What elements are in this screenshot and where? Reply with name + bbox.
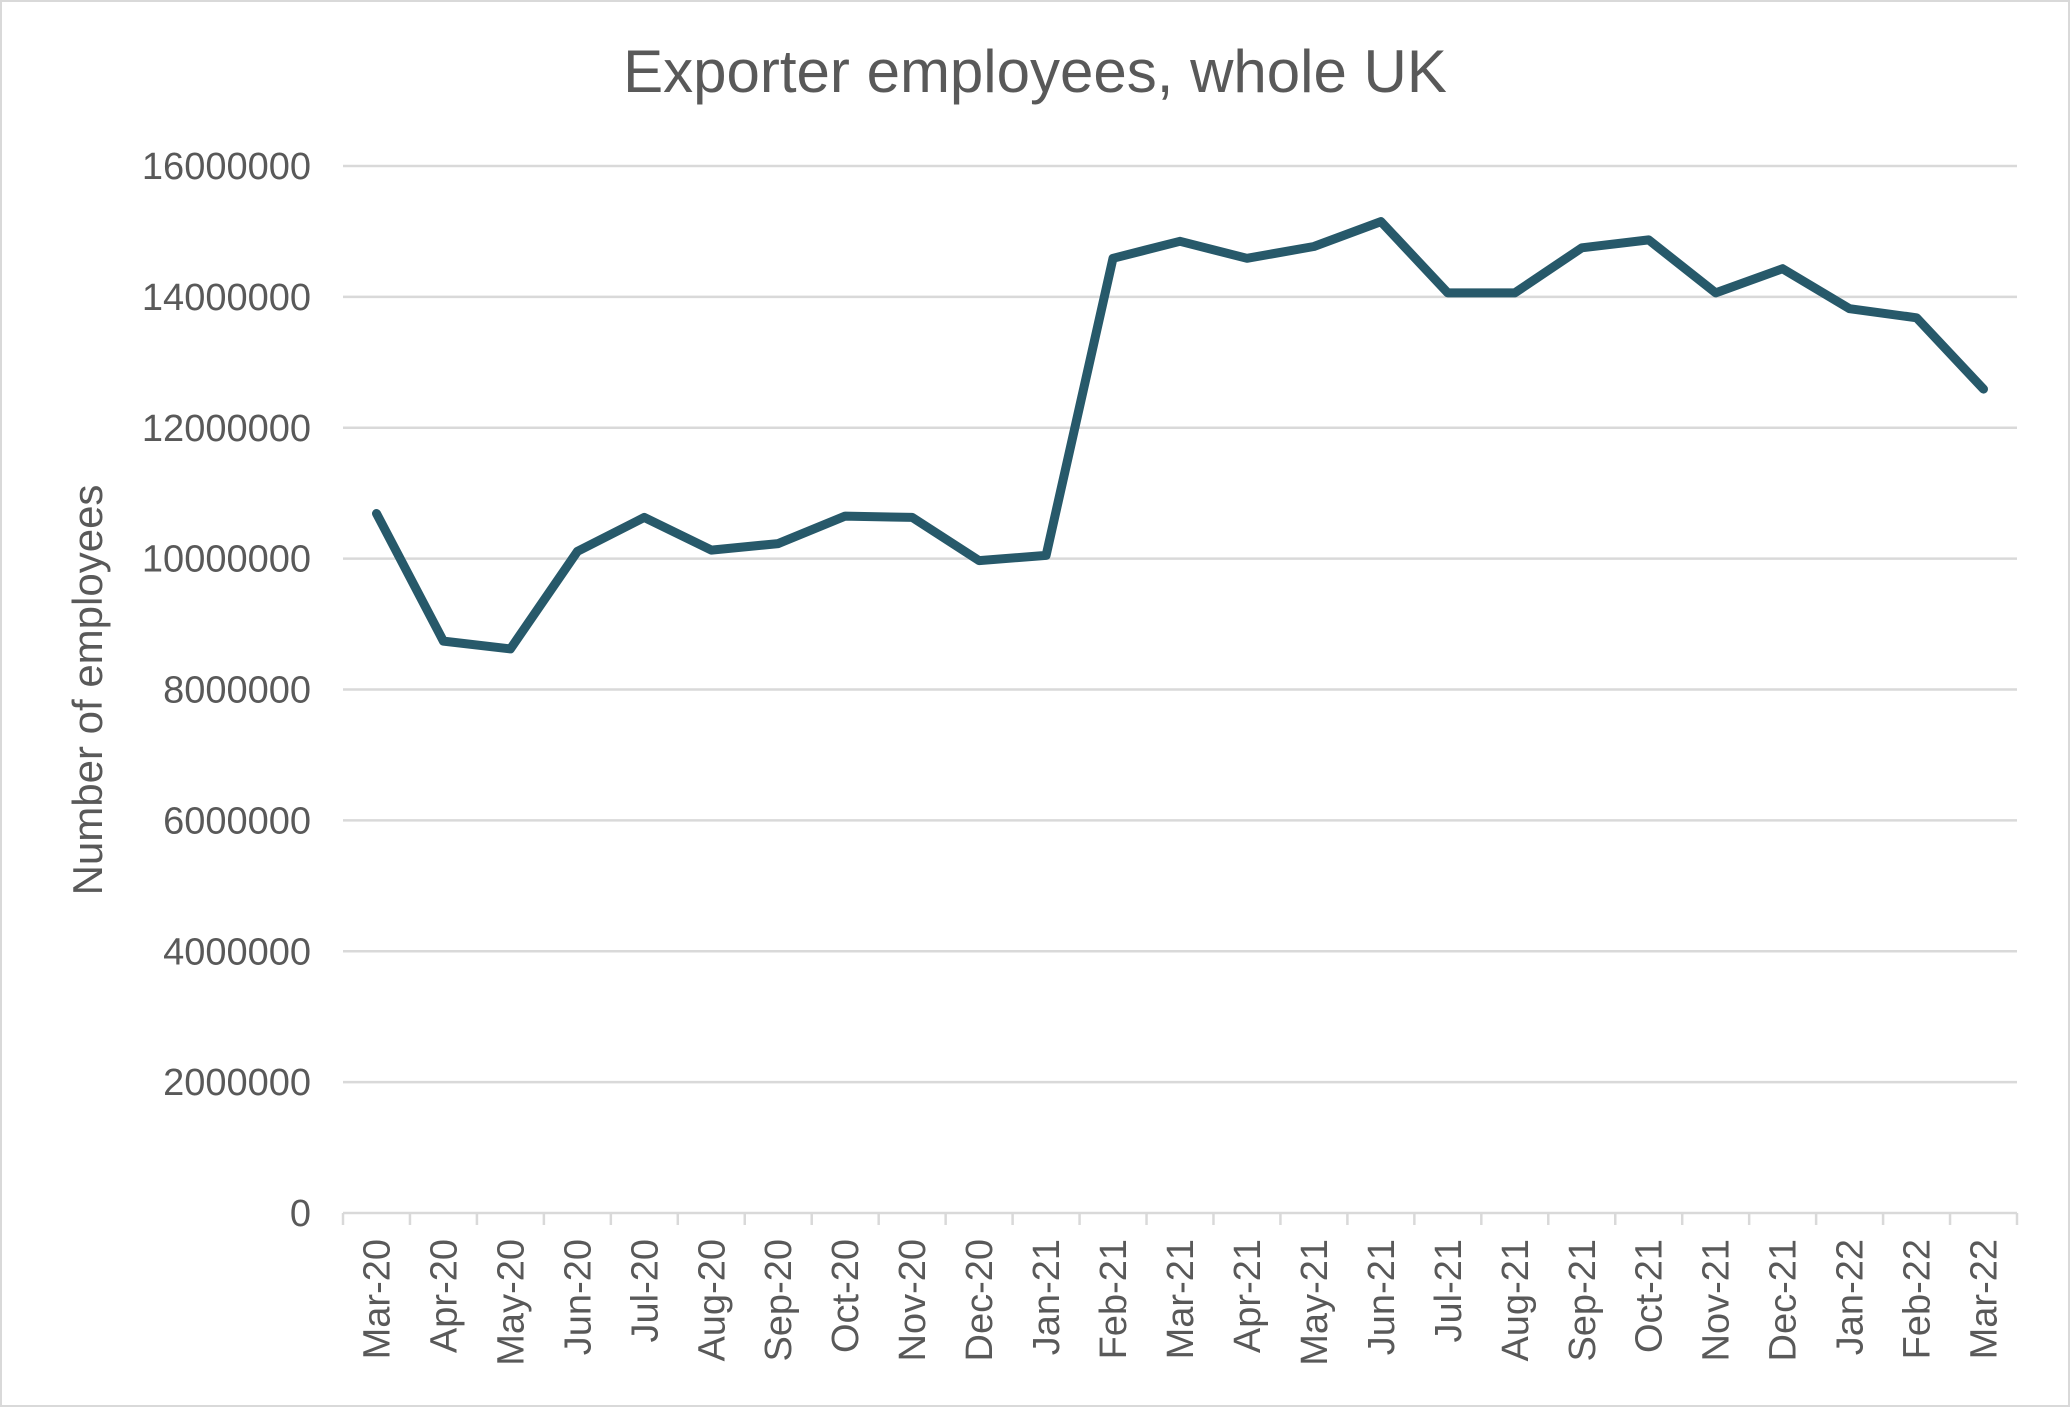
- x-axis-ticks: Mar-20 Apr-20 May-20 Jun-20 Jul-20 Aug-20 Sep-…: [356, 1239, 2005, 1366]
- x-tick-label: Dec-21: [1763, 1239, 1805, 1362]
- x-tick-label: May-20: [490, 1239, 532, 1366]
- x-tick-label: Mar-20: [356, 1239, 398, 1359]
- y-tick-label: 2000000: [163, 1062, 311, 1104]
- x-tick-label: Sep-21: [1562, 1239, 1604, 1362]
- y-tick-label: 14000000: [142, 277, 311, 319]
- x-tick-label: Mar-21: [1160, 1239, 1202, 1359]
- y-axis-ticks: 0 2000000 4000000 6000000 8000000 10000000 120…: [142, 146, 311, 1235]
- x-tick-label: Jun-21: [1361, 1239, 1403, 1355]
- chart-title: Exporter employees, whole UK: [623, 38, 1447, 105]
- x-tick-label: Sep-20: [758, 1239, 800, 1362]
- x-tick-label: Jan-22: [1830, 1239, 1872, 1355]
- x-tick-label: Mar-22: [1964, 1239, 2006, 1359]
- y-tick-label: 0: [290, 1193, 311, 1235]
- x-tick-label: Feb-21: [1093, 1239, 1135, 1359]
- y-tick-label: 16000000: [142, 146, 311, 188]
- x-tick-label: Oct-20: [825, 1239, 867, 1353]
- y-tick-label: 8000000: [163, 670, 311, 712]
- x-tick-label: Aug-20: [691, 1239, 733, 1362]
- x-tick-label: Nov-20: [892, 1239, 934, 1362]
- x-tick-label: Oct-21: [1629, 1239, 1671, 1353]
- x-axis: [341, 1211, 2019, 1225]
- gridlines: [343, 164, 2017, 1084]
- x-tick-label: Feb-22: [1897, 1239, 1939, 1359]
- x-tick-label: Dec-20: [959, 1239, 1001, 1362]
- y-tick-label: 4000000: [163, 931, 311, 973]
- x-tick-label: Jul-20: [624, 1239, 666, 1343]
- x-tick-label: May-21: [1294, 1239, 1336, 1366]
- x-tick-label: Jun-20: [557, 1239, 599, 1355]
- x-tick-label: Jul-21: [1428, 1239, 1470, 1343]
- y-tick-label: 12000000: [142, 408, 311, 450]
- x-tick-label: Aug-21: [1495, 1239, 1537, 1362]
- x-tick-label: Apr-20: [423, 1239, 465, 1353]
- x-tick-label: Nov-21: [1696, 1239, 1738, 1362]
- x-tick-label: Jan-21: [1026, 1239, 1068, 1355]
- series-line-exporter-employees: [372, 217, 1988, 654]
- y-tick-label: 10000000: [142, 539, 311, 581]
- y-tick-label: 6000000: [163, 800, 311, 842]
- y-axis-label: Number of employees: [64, 485, 111, 896]
- x-tick-label: Apr-21: [1227, 1239, 1269, 1353]
